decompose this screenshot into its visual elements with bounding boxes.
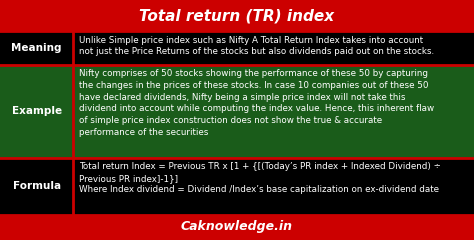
Text: Meaning: Meaning <box>11 43 62 53</box>
FancyBboxPatch shape <box>0 65 73 158</box>
Text: Total return Index = Previous TR x [1 + {[(Today’s PR index + Indexed Dividend) : Total return Index = Previous TR x [1 + … <box>79 162 441 194</box>
Text: Caknowledge.in: Caknowledge.in <box>181 220 293 233</box>
Text: Total return (TR) index: Total return (TR) index <box>139 8 335 23</box>
Text: Example: Example <box>12 106 62 116</box>
Text: Nifty comprises of 50 stocks showing the performance of these 50 by capturing
th: Nifty comprises of 50 stocks showing the… <box>79 69 434 137</box>
FancyBboxPatch shape <box>73 31 474 65</box>
FancyBboxPatch shape <box>73 65 474 158</box>
FancyBboxPatch shape <box>0 158 73 215</box>
FancyBboxPatch shape <box>0 215 474 238</box>
Text: Unlike Simple price index such as Nifty A Total Return Index takes into account
: Unlike Simple price index such as Nifty … <box>79 36 434 56</box>
FancyBboxPatch shape <box>0 31 73 65</box>
FancyBboxPatch shape <box>0 0 474 31</box>
FancyBboxPatch shape <box>73 158 474 215</box>
Text: Formula: Formula <box>13 181 61 191</box>
